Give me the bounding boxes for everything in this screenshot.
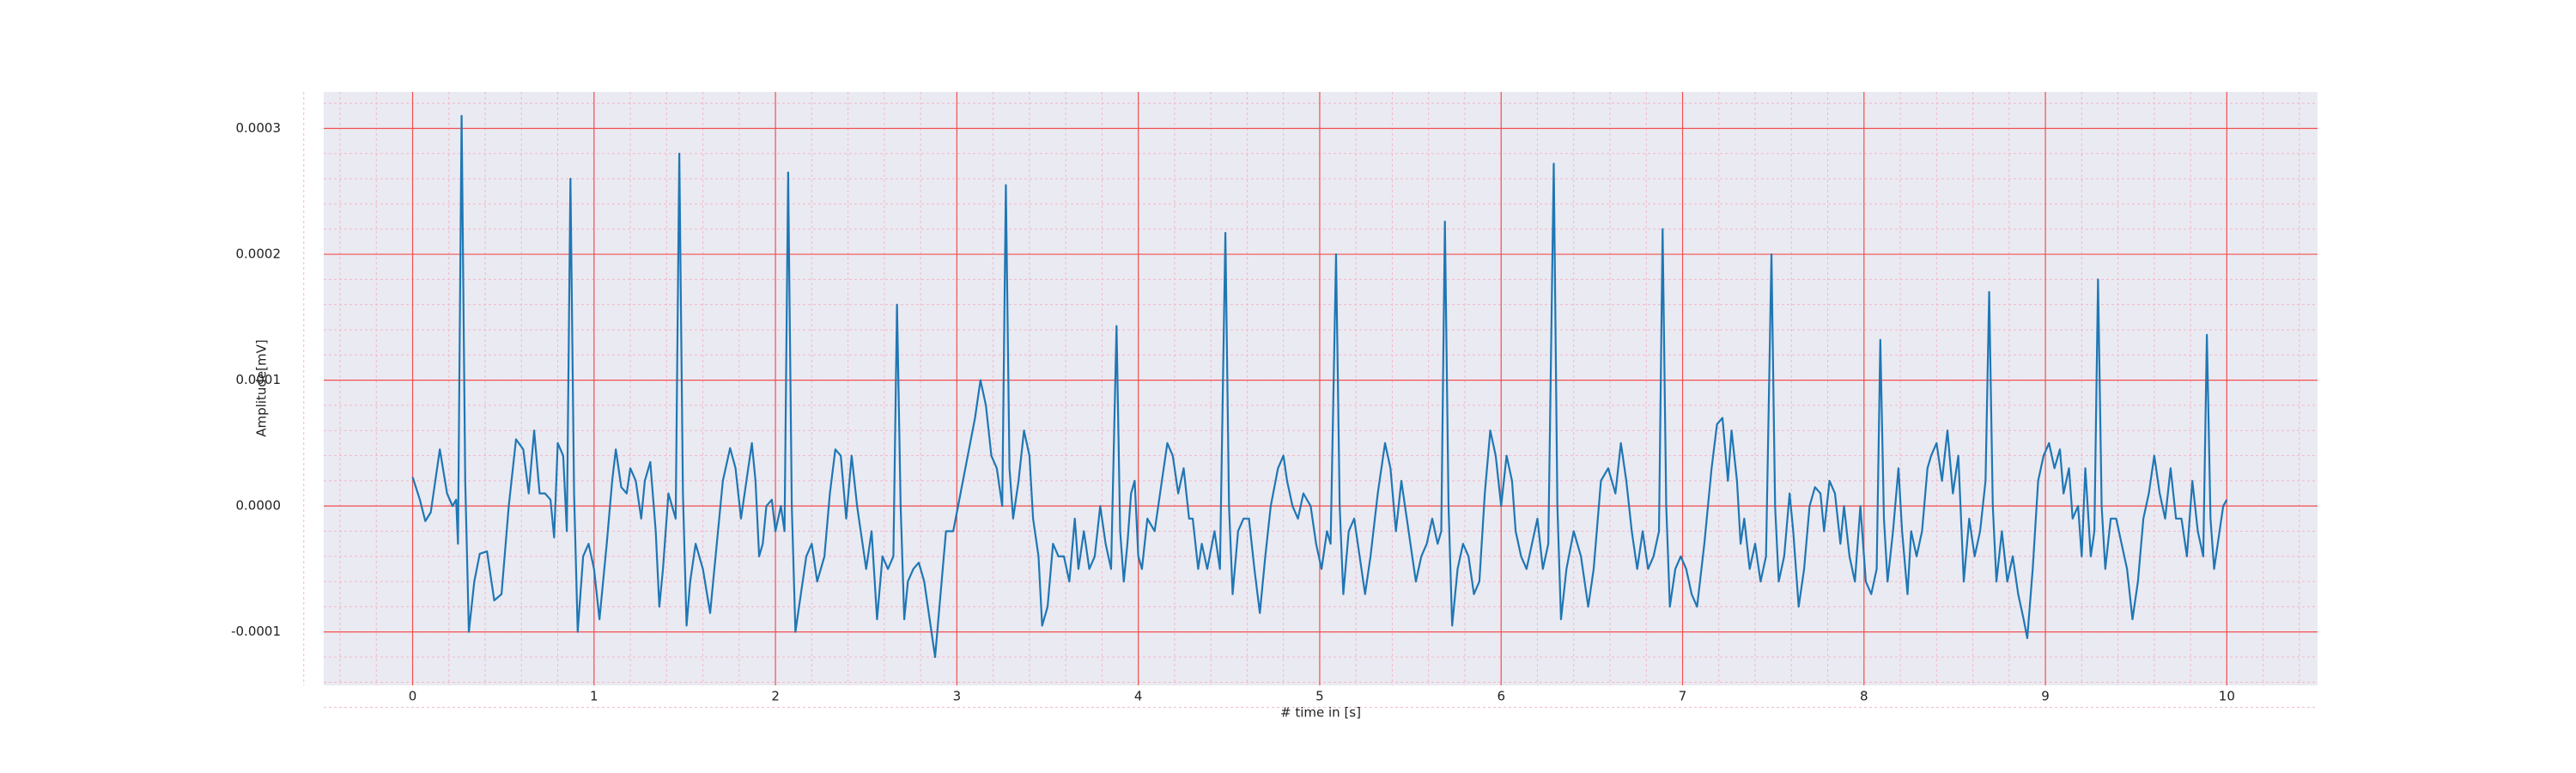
x-tick-label: 0 [409,689,417,704]
x-axis-label: # time in [s] [1280,705,1361,721]
x-tick-label: 8 [1860,689,1868,704]
y-tick-label: 0.0002 [236,247,282,262]
data-line [411,114,2228,659]
plot-area [324,92,2318,685]
x-tick-label: 7 [1679,689,1687,704]
marks [411,114,2228,659]
x-tick-label: 4 [1134,689,1143,704]
y-axis-label: Amplitude[mV] [254,339,270,436]
x-tick-label: 2 [771,689,780,704]
x-tick-label: 10 [2219,689,2235,704]
x-tick-label: 1 [590,689,598,704]
x-tick-label: 5 [1315,689,1324,704]
y-tick-label: -0.0001 [231,624,281,639]
x-tick-label: 3 [953,689,962,704]
y-tick-label: 0.0001 [236,372,282,387]
x-tick-label: 6 [1497,689,1505,704]
grid [303,92,2318,709]
y-tick-label: 0.0000 [236,498,282,514]
x-tick-label: 9 [2041,689,2050,704]
y-tick-label: 0.0003 [236,120,282,136]
